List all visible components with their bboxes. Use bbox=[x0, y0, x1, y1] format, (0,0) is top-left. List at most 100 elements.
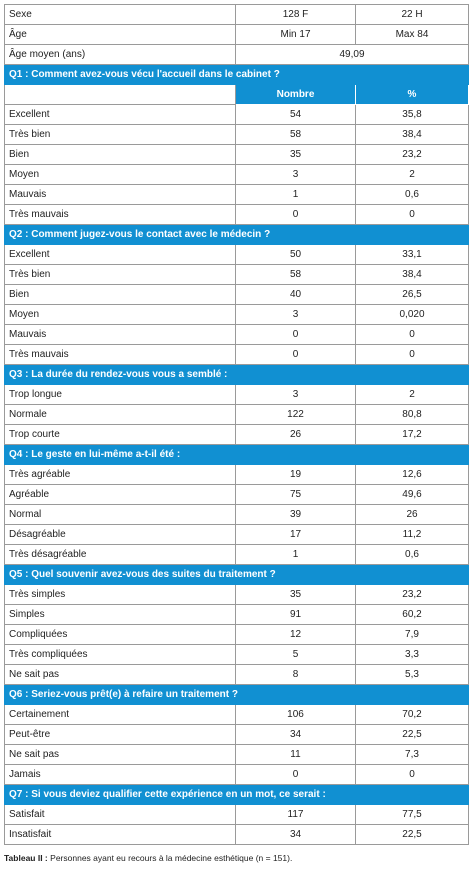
answer-row: Très bien 58 38,4 bbox=[4, 264, 469, 285]
answer-row: Très bien 58 38,4 bbox=[4, 124, 469, 145]
cell-value: 35 bbox=[235, 584, 356, 605]
cell-value: 39 bbox=[235, 504, 356, 525]
cell-value: 49,09 bbox=[235, 44, 469, 65]
cell-value: 0 bbox=[355, 204, 469, 225]
cell-value: 3,3 bbox=[355, 644, 469, 665]
cell-value: 54 bbox=[235, 104, 356, 125]
row-label: Sexe bbox=[4, 4, 236, 25]
question-title: Q4 : Le geste en lui-même a-t-il été : bbox=[4, 444, 469, 465]
answer-row: Trop longue 3 2 bbox=[4, 384, 469, 405]
answer-row: Excellent 50 33,1 bbox=[4, 244, 469, 265]
row-label: Normale bbox=[4, 404, 236, 425]
cell-value: 80,8 bbox=[355, 404, 469, 425]
cell-value: 0 bbox=[235, 344, 356, 365]
cell-value: 38,4 bbox=[355, 264, 469, 285]
question-title: Q7 : Si vous deviez qualifier cette expé… bbox=[4, 784, 469, 805]
caption: Tableau II : Personnes ayant eu recours … bbox=[4, 853, 292, 863]
answer-row: Moyen 3 2 bbox=[4, 164, 469, 185]
answer-row: Très mauvais 0 0 bbox=[4, 344, 469, 365]
question-header: Q6 : Seriez-vous prêt(e) à refaire un tr… bbox=[4, 684, 469, 705]
cell-value: 12,6 bbox=[355, 464, 469, 485]
row-label: Très mauvais bbox=[4, 344, 236, 365]
question-header: Q7 : Si vous deviez qualifier cette expé… bbox=[4, 784, 469, 805]
cell-value: 60,2 bbox=[355, 604, 469, 625]
cell-value: Max 84 bbox=[355, 24, 469, 45]
column-header-row: Nombre% bbox=[4, 84, 469, 105]
row-label: Certainement bbox=[4, 704, 236, 725]
cell-value: 26,5 bbox=[355, 284, 469, 305]
table-body: Sexe 128 F 22 H Âge Min 17 Max 84 Âge moyen (a… bbox=[4, 4, 469, 845]
cell-value: 117 bbox=[235, 804, 356, 825]
cell-value: 5,3 bbox=[355, 664, 469, 685]
cell-value: 1 bbox=[235, 184, 356, 205]
row-label: Excellent bbox=[4, 244, 236, 265]
row-label: Mauvais bbox=[4, 324, 236, 345]
demographic-row: Âge moyen (ans) 49,09 bbox=[4, 44, 469, 65]
row-label: Très mauvais bbox=[4, 204, 236, 225]
cell-value: 70,2 bbox=[355, 704, 469, 725]
row-label: Ne sait pas bbox=[4, 744, 236, 765]
row-label: Satisfait bbox=[4, 804, 236, 825]
question-header: Q1 : Comment avez-vous vécu l'accueil da… bbox=[4, 64, 469, 85]
row-label: Âge moyen (ans) bbox=[4, 44, 236, 65]
cell-value: 19 bbox=[235, 464, 356, 485]
cell-value: 0,6 bbox=[355, 544, 469, 565]
row-label: Mauvais bbox=[4, 184, 236, 205]
cell-value: 33,1 bbox=[355, 244, 469, 265]
results-table: Sexe 128 F 22 H Âge Min 17 Max 84 Âge moyen (a… bbox=[4, 4, 469, 845]
row-label: Trop courte bbox=[4, 424, 236, 445]
row-label: Simples bbox=[4, 604, 236, 625]
cell-value: Min 17 bbox=[235, 24, 356, 45]
row-label: Très désagréable bbox=[4, 544, 236, 565]
row-label: Excellent bbox=[4, 104, 236, 125]
row-label: Moyen bbox=[4, 304, 236, 325]
row-label: Peut-être bbox=[4, 724, 236, 745]
cell-value: 0,020 bbox=[355, 304, 469, 325]
cell-value: 7,9 bbox=[355, 624, 469, 645]
caption-text: Personnes ayant eu recours à la médecine… bbox=[50, 853, 293, 863]
cell-value: 11,2 bbox=[355, 524, 469, 545]
row-label: Très simples bbox=[4, 584, 236, 605]
cell-value: 26 bbox=[355, 504, 469, 525]
answer-row: Très mauvais 0 0 bbox=[4, 204, 469, 225]
cell-value: 0 bbox=[235, 764, 356, 785]
cell-value: 7,3 bbox=[355, 744, 469, 765]
row-label: Très agréable bbox=[4, 464, 236, 485]
answer-row: Très agréable 19 12,6 bbox=[4, 464, 469, 485]
answer-row: Mauvais 0 0 bbox=[4, 324, 469, 345]
question-title: Q1 : Comment avez-vous vécu l'accueil da… bbox=[4, 64, 469, 85]
demographic-row: Âge Min 17 Max 84 bbox=[4, 24, 469, 45]
answer-row: Normale 122 80,8 bbox=[4, 404, 469, 425]
cell-value: 3 bbox=[235, 164, 356, 185]
cell-value: 106 bbox=[235, 704, 356, 725]
cell-value: 23,2 bbox=[355, 144, 469, 165]
caption-label: Tableau II : bbox=[4, 853, 48, 863]
cell-value: 22 H bbox=[355, 4, 469, 25]
cell-value: 0,6 bbox=[355, 184, 469, 205]
answer-row: Agréable 75 49,6 bbox=[4, 484, 469, 505]
answer-row: Très désagréable 1 0,6 bbox=[4, 544, 469, 565]
answer-row: Désagréable 17 11,2 bbox=[4, 524, 469, 545]
row-label: Ne sait pas bbox=[4, 664, 236, 685]
question-header: Q3 : La durée du rendez-vous vous a semb… bbox=[4, 364, 469, 385]
cell-value: 5 bbox=[235, 644, 356, 665]
cell-value: 77,5 bbox=[355, 804, 469, 825]
cell-value: 0 bbox=[235, 204, 356, 225]
answer-row: Ne sait pas 8 5,3 bbox=[4, 664, 469, 685]
cell-value: 0 bbox=[355, 764, 469, 785]
answer-row: Certainement 106 70,2 bbox=[4, 704, 469, 725]
cell-value: 22,5 bbox=[355, 724, 469, 745]
question-header: Q2 : Comment jugez-vous le contact avec … bbox=[4, 224, 469, 245]
column-header: % bbox=[355, 84, 469, 105]
cell-value: 3 bbox=[235, 384, 356, 405]
answer-row: Bien 35 23,2 bbox=[4, 144, 469, 165]
cell-value: 58 bbox=[235, 124, 356, 145]
cell-value: 26 bbox=[235, 424, 356, 445]
cell-value: 40 bbox=[235, 284, 356, 305]
column-header: Nombre bbox=[235, 84, 356, 105]
cell-value: 12 bbox=[235, 624, 356, 645]
cell-value: 58 bbox=[235, 264, 356, 285]
question-title: Q5 : Quel souvenir avez-vous des suites … bbox=[4, 564, 469, 585]
cell-value: 2 bbox=[355, 384, 469, 405]
